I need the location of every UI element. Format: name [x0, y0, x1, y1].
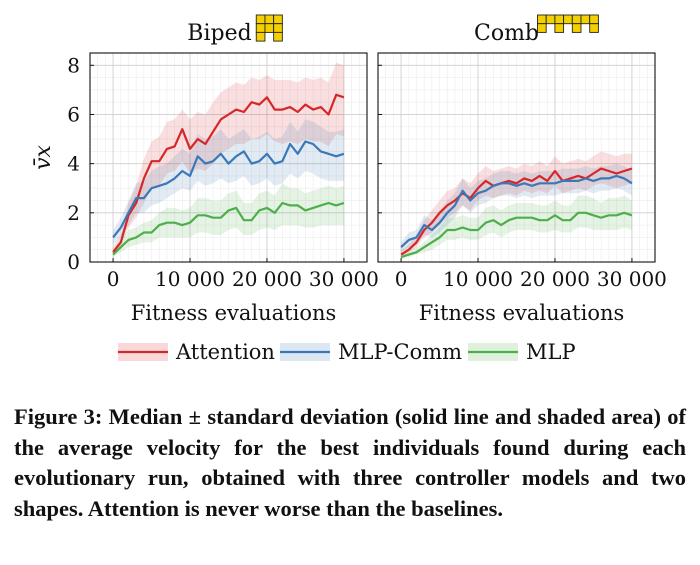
shape-voxel [255, 14, 266, 25]
y-tick-label: 8 [67, 53, 80, 77]
line-mlp [400, 211, 633, 259]
x-tick-label: 0 [395, 267, 408, 291]
plot-frame [89, 52, 368, 263]
x-tick-label: 20 000 [232, 267, 302, 291]
shape-voxel [571, 23, 582, 33]
shape-voxel [554, 14, 565, 25]
x-axis-label: Fitness evaluations [131, 301, 337, 325]
chart-title: Biped [187, 21, 251, 46]
shape-voxel [545, 14, 556, 25]
line-mlp [112, 201, 345, 256]
shape-voxel [580, 14, 591, 25]
shape-voxel [264, 23, 275, 33]
x-tick-label: 10 000 [155, 267, 225, 291]
x-tick-label: 0 [107, 267, 120, 291]
legend-label: Attention [175, 340, 275, 364]
legend: Attention MLP-Comm MLP [118, 340, 576, 364]
y-axis-label: v̄x [31, 144, 56, 169]
figure-charts: 0 10 000 20 000 30 000 0 2 4 6 8 Biped Fitness eva… [31, 14, 667, 364]
shape-voxel [273, 14, 283, 25]
band-mlp [113, 183, 344, 258]
line-attention [400, 167, 633, 256]
chart-title: Comb [474, 21, 539, 46]
x-tick-label: 30 000 [597, 267, 667, 291]
line-mlp-comm [400, 174, 633, 248]
legend-label: MLP-Comm [338, 340, 462, 364]
shape-voxel [264, 14, 275, 25]
x-tick-label: 20 000 [520, 267, 590, 291]
y-tick-label: 4 [67, 152, 80, 176]
shape-voxel [589, 23, 599, 33]
band-attention [113, 62, 344, 255]
y-tick-label: 6 [67, 102, 80, 126]
y-tick-label: 2 [67, 201, 80, 225]
shape-voxel [273, 31, 283, 42]
shape-voxel [589, 14, 599, 25]
band-mlp-comm [401, 163, 632, 253]
shape-voxel [255, 31, 266, 42]
legend-label: MLP [526, 340, 576, 364]
line-attention [112, 93, 345, 253]
x-axis-label: Fitness evaluations [419, 301, 625, 325]
panel-1: 0 10 000 20 000 30 000 Comb Fitness evaluatio… [377, 14, 667, 325]
shape-voxel [571, 14, 582, 25]
figure-caption: Figure 3: Median ± standard deviation (s… [14, 404, 686, 521]
line-mlp-comm [112, 140, 345, 239]
shape-voxel [554, 23, 565, 33]
shape-voxel [537, 23, 547, 33]
x-tick-label: 30 000 [309, 267, 379, 291]
band-mlp [401, 195, 632, 260]
shape-voxel [563, 14, 573, 25]
panel-0: 0 10 000 20 000 30 000 0 2 4 6 8 Biped Fitness eva… [31, 14, 379, 325]
y-tick-label: 0 [67, 250, 80, 274]
x-tick-label: 10 000 [443, 267, 513, 291]
plot-frame [377, 52, 656, 263]
shape-voxel [537, 14, 547, 25]
shape-voxel [273, 23, 283, 33]
shape-voxel [255, 23, 266, 33]
